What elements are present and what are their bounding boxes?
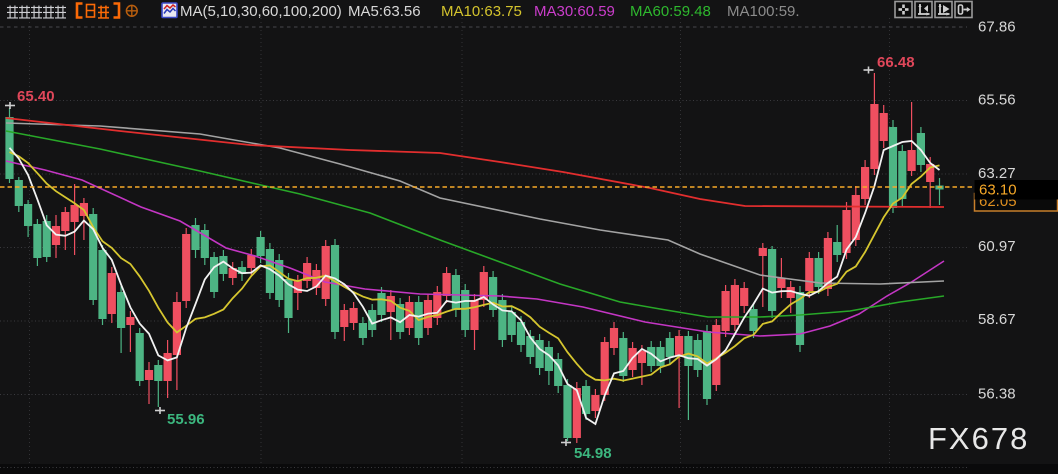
svg-text:67.86: 67.86 [978, 19, 1016, 36]
svg-text:55.96: 55.96 [167, 411, 205, 428]
svg-text:66.48: 66.48 [877, 54, 915, 71]
svg-text:MA100:59.: MA100:59. [727, 3, 800, 20]
svg-text:MA(5,10,30,60,100,200): MA(5,10,30,60,100,200) [180, 3, 342, 20]
svg-text:65.40: 65.40 [17, 88, 55, 105]
svg-text:MA5:63.56: MA5:63.56 [348, 3, 421, 20]
svg-text:MA30:60.59: MA30:60.59 [534, 3, 615, 20]
svg-text:MA60:59.48: MA60:59.48 [630, 3, 711, 20]
svg-text:58.67: 58.67 [978, 311, 1016, 328]
svg-text:FX678: FX678 [928, 421, 1029, 456]
svg-text:MA10:63.75: MA10:63.75 [441, 3, 522, 20]
svg-text:54.98: 54.98 [574, 445, 612, 462]
svg-text:56.38: 56.38 [978, 386, 1016, 403]
svg-text:63.10: 63.10 [979, 182, 1017, 199]
svg-text:60.97: 60.97 [978, 238, 1016, 255]
svg-text:63.27: 63.27 [978, 165, 1016, 182]
svg-text:65.56: 65.56 [978, 92, 1016, 109]
